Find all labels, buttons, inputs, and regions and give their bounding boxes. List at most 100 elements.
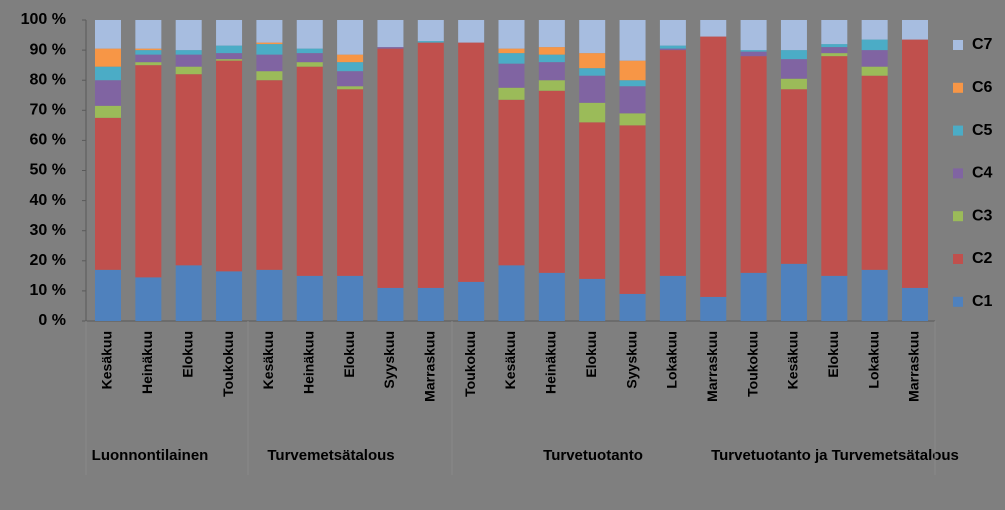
bar-segment <box>95 48 121 67</box>
x-tick-label: Elokuu <box>825 331 841 378</box>
bar-segment <box>579 102 606 123</box>
legend-label: C6 <box>972 79 993 96</box>
bar-segment <box>175 54 202 67</box>
legend-label: C2 <box>972 250 993 267</box>
bar-segment <box>821 53 848 57</box>
bar-segment <box>659 45 686 49</box>
y-tick-label: 0 % <box>38 312 66 329</box>
bar-segment <box>135 65 162 278</box>
bar-segment <box>861 20 888 40</box>
bar-segment <box>579 122 606 279</box>
bar-segment <box>95 269 121 321</box>
x-tick-label: Lokakuu <box>865 331 881 389</box>
bar-segment <box>296 62 323 67</box>
bar-segment <box>256 44 283 55</box>
x-tick-label: Kesäkuu <box>260 331 276 389</box>
bar-segment <box>256 80 283 270</box>
bar-segment <box>337 54 364 63</box>
bar-segment <box>256 269 283 321</box>
bar-segment <box>498 20 525 49</box>
bar-segment <box>780 50 807 60</box>
bar-segment <box>95 20 121 49</box>
bar-segment <box>619 86 646 114</box>
bar-segment <box>780 20 807 51</box>
bar-segment <box>216 60 243 272</box>
legend-label: C3 <box>972 207 993 224</box>
x-tick-label: Heinäkuu <box>543 331 559 394</box>
bar-segment <box>538 20 565 48</box>
bar-segment <box>135 277 162 321</box>
x-tick-label: Lokakuu <box>664 331 680 389</box>
bar-segment <box>337 86 364 90</box>
bar-segment <box>700 20 727 37</box>
bar-segment <box>861 66 888 76</box>
bar-segment <box>175 74 202 266</box>
bar-segment <box>498 53 525 64</box>
bar-segment <box>538 47 565 55</box>
bar-segment <box>740 272 767 321</box>
y-tick-label: 50 % <box>30 162 66 179</box>
x-tick-label: Elokuu <box>341 331 357 378</box>
x-tick-label: Elokuu <box>179 331 195 378</box>
legend-label: C7 <box>972 36 993 53</box>
group-label: Turvetuotanto <box>543 447 643 464</box>
bar-segment <box>256 42 283 45</box>
bar-segment <box>498 87 525 100</box>
legend-marker <box>953 40 963 50</box>
legend-marker <box>953 168 963 179</box>
bar-segment <box>296 66 323 276</box>
bar-segment <box>659 48 686 51</box>
bar-segment <box>821 20 848 45</box>
bar-segment <box>296 48 323 54</box>
bar-segment <box>579 75 606 103</box>
bar-segment <box>902 39 928 288</box>
bar-segment <box>498 48 525 54</box>
bar-segment <box>256 20 283 43</box>
bar-segment <box>619 113 646 126</box>
bar-segment <box>135 54 162 63</box>
bar-segment <box>296 275 323 321</box>
y-tick-label: 10 % <box>30 282 66 299</box>
bar-segment <box>700 296 727 321</box>
bar-segment <box>377 287 404 321</box>
bar-segment <box>216 45 243 54</box>
legend-marker <box>953 254 963 264</box>
bar-segment <box>256 54 283 72</box>
bar-segment <box>175 265 202 321</box>
bar-segment <box>417 42 444 288</box>
x-tick-label: Kesäkuu <box>502 331 518 389</box>
x-tick-label: Toukokuu <box>220 331 236 397</box>
legend-marker <box>953 211 963 222</box>
y-tick-label: 60 % <box>30 132 66 149</box>
bar-segment <box>216 59 243 61</box>
bar-segment <box>902 20 928 40</box>
bar-segment <box>659 275 686 321</box>
x-tick-label: Heinäkuu <box>139 331 155 394</box>
bar-segment <box>296 53 323 63</box>
bar-segment <box>700 36 727 297</box>
bar-segment <box>95 80 121 106</box>
bar-segment <box>175 50 202 55</box>
bar-segment <box>417 287 444 321</box>
bar-segment <box>458 42 485 282</box>
bar-segment <box>377 48 404 288</box>
bar-segment <box>579 278 606 321</box>
bar-segment <box>135 48 162 51</box>
bar-segment <box>861 50 888 67</box>
bar-segment <box>861 75 888 270</box>
x-tick-label: Marraskuu <box>704 331 720 402</box>
x-tick-label: Marraskuu <box>422 331 438 402</box>
bar-segment <box>498 99 525 266</box>
legend-marker <box>953 82 963 93</box>
bar-segment <box>740 50 767 52</box>
y-tick-label: 100 % <box>21 11 66 28</box>
bar-segment <box>538 272 565 321</box>
bar-segment <box>175 66 202 75</box>
bar-segment <box>579 53 606 69</box>
bar-segment <box>337 275 364 321</box>
bar-segment <box>256 71 283 81</box>
bar-segment <box>216 271 243 321</box>
legend-label: C1 <box>972 293 993 310</box>
bar-segment <box>538 80 565 91</box>
